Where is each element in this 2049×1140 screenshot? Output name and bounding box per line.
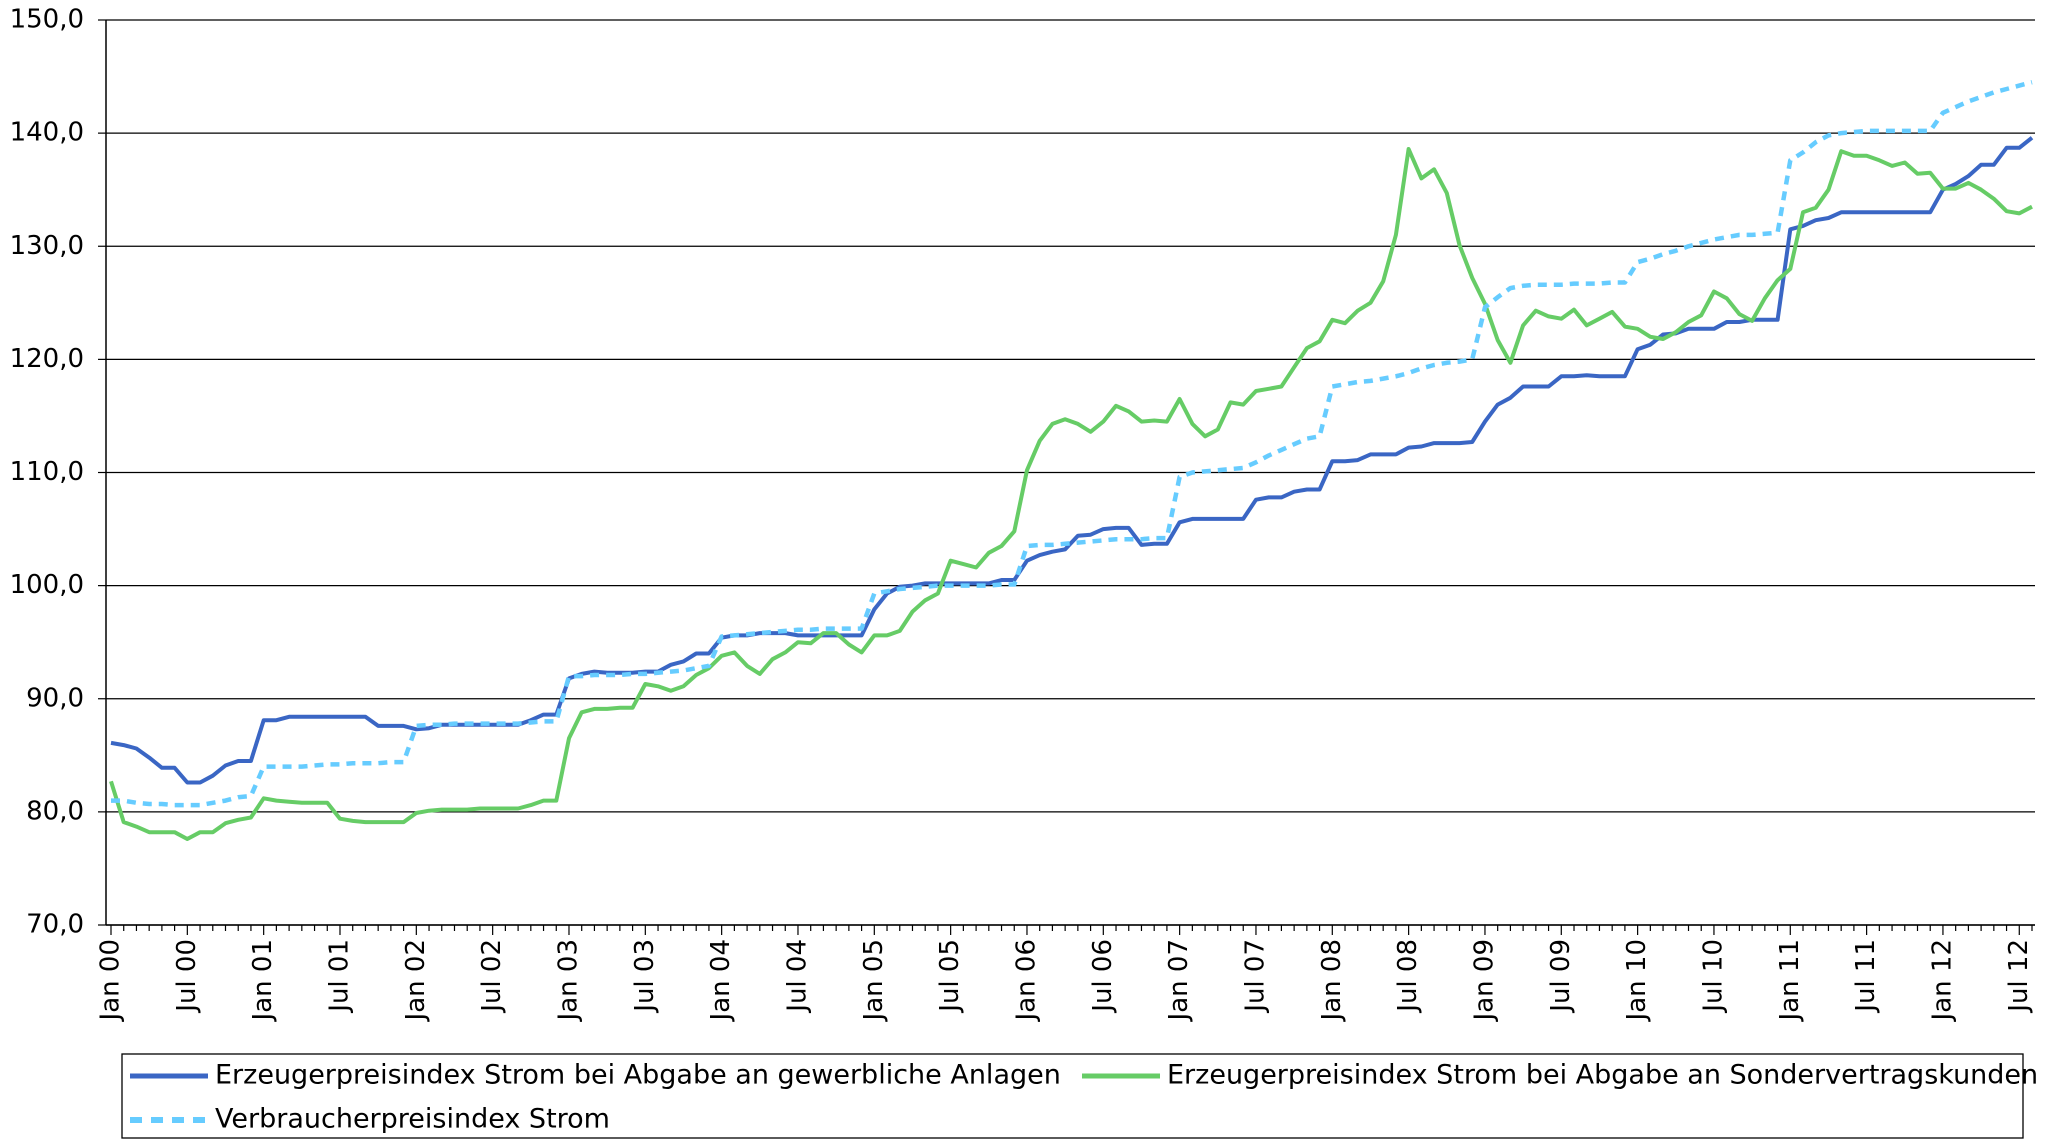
series-line [110,136,2034,785]
x-tick-label: Jul 04 [782,939,812,1014]
y-tick-label: 70,0 [26,910,84,940]
x-tick-label: Jul 01 [324,939,354,1014]
legend-label: Erzeugerpreisindex Strom bei Abgabe an S… [1167,1060,2038,1091]
legend-entry: Verbraucherpreisindex Strom [130,1104,610,1135]
y-tick-label: 100,0 [10,570,84,600]
x-tick-label: Jan 07 [1164,939,1194,1022]
series-line [111,80,2033,808]
x-tick-label: Jul 09 [1546,939,1576,1014]
x-tick-label: Jan 06 [1011,939,1041,1022]
x-tick-label: Jul 12 [2004,939,2034,1014]
x-tick-label: Jan 12 [1927,939,1957,1022]
x-tick-label: Jan 10 [1622,939,1652,1022]
x-tick-label: Jul 07 [1240,939,1270,1014]
x-tick-label: Jul 05 [935,939,965,1014]
x-tick-label: Jan 00 [96,939,126,1022]
x-tick-label: Jul 11 [1851,939,1881,1014]
y-tick-label: 110,0 [10,457,84,487]
x-tick-label: Jan 09 [1469,939,1499,1022]
y-tick-label: 90,0 [26,683,84,713]
x-tick-label: Jul 08 [1393,939,1423,1014]
x-tick-label: Jan 01 [248,939,278,1022]
y-tick-label: 140,0 [10,118,84,148]
x-tick-label: Jul 06 [1088,939,1118,1014]
x-tick-label: Jan 04 [706,939,736,1022]
x-tick-label: Jan 02 [401,939,431,1022]
x-tick-label: Jul 00 [172,939,202,1014]
y-tick-label: 130,0 [10,231,84,261]
legend-label: Verbraucherpreisindex Strom [215,1104,610,1135]
legend-box [121,1053,2024,1139]
x-tick-label: Jul 02 [477,939,507,1014]
y-tick-label: 80,0 [26,796,84,826]
x-tick-label: Jan 03 [553,939,583,1022]
x-tick-label: Jan 08 [1317,939,1347,1022]
legend-entry: Erzeugerpreisindex Strom bei Abgabe an S… [1082,1060,2038,1091]
x-tick-label: Jul 10 [1698,939,1728,1014]
x-tick-label: Jan 05 [859,939,889,1022]
x-tick-label: Jan 11 [1775,939,1805,1022]
series-line [109,147,2033,841]
y-tick-label: 120,0 [10,344,84,374]
y-tick-label: 150,0 [10,5,84,35]
x-tick-label: Jul 03 [630,939,660,1014]
legend-label: Erzeugerpreisindex Strom bei Abgabe an g… [215,1060,1061,1091]
legend-entry: Erzeugerpreisindex Strom bei Abgabe an g… [130,1060,1061,1091]
